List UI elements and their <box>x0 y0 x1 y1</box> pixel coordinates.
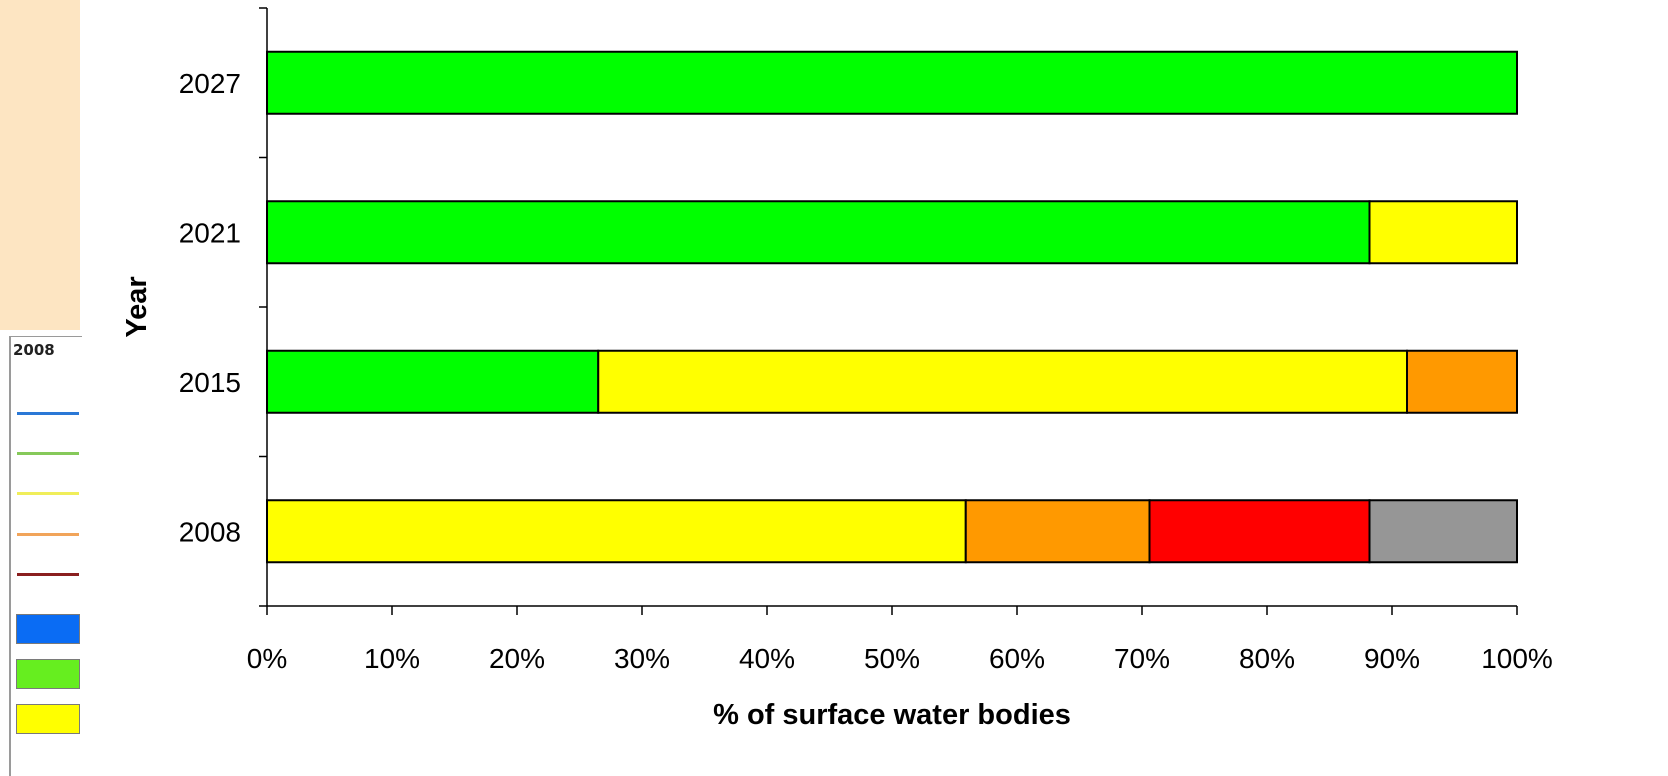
legend-fragment-line-swatch-icon <box>17 573 79 576</box>
bar-segment-2021-series-1 <box>266 200 1371 265</box>
y-tick-label: 2021 <box>179 217 241 248</box>
y-tick-label: 2027 <box>179 68 241 99</box>
legend-fragment-line-swatch-icon <box>17 533 79 536</box>
legend-fragment-line-swatch-icon <box>17 452 79 455</box>
x-axis-title: % of surface water bodies <box>713 699 1071 731</box>
y-tick-label: 2008 <box>179 516 241 547</box>
legend-fragment-title: 2008 <box>13 341 55 359</box>
bar-segment-2027-series-1 <box>266 50 1518 115</box>
bar-segment-2015-series-1 <box>266 349 600 414</box>
x-tick-label: 30% <box>614 643 670 674</box>
x-tick-label: 60% <box>989 643 1045 674</box>
legend-fragment-line-swatch-icon <box>17 412 79 415</box>
legend-fragment-fill-swatch-icon <box>16 614 80 644</box>
legend-fragment-line-swatch-icon <box>17 492 79 495</box>
bar-segment-2021-series-2 <box>1368 200 1518 265</box>
x-tick-label: 40% <box>739 643 795 674</box>
legend-fragment-fill-swatch-icon <box>16 704 80 734</box>
x-tick-label: 70% <box>1114 643 1170 674</box>
x-tick-label: 80% <box>1239 643 1295 674</box>
bar-segment-2008-series-4 <box>1148 499 1371 564</box>
bar-segment-2015-series-2 <box>597 349 1408 414</box>
bar-segment-2015-series-3 <box>1406 349 1518 414</box>
x-tick-label: 10% <box>364 643 420 674</box>
x-tick-label: 0% <box>247 643 287 674</box>
x-tick-label: 50% <box>864 643 920 674</box>
legend-fragment-fill-swatch-icon <box>16 659 80 689</box>
x-tick-label: 20% <box>489 643 545 674</box>
background-panel <box>0 0 80 330</box>
legend-fragment: 2008 <box>9 336 82 776</box>
x-tick-label: 90% <box>1364 643 1420 674</box>
y-tick-label: 2015 <box>179 367 241 398</box>
bar-segment-2008-series-3 <box>964 499 1151 564</box>
bar-segment-2008-series-5 <box>1368 499 1518 564</box>
y-axis-title: Year <box>121 276 153 337</box>
bar-segment-2008-series-2 <box>266 499 967 564</box>
x-tick-label: 100% <box>1481 643 1553 674</box>
